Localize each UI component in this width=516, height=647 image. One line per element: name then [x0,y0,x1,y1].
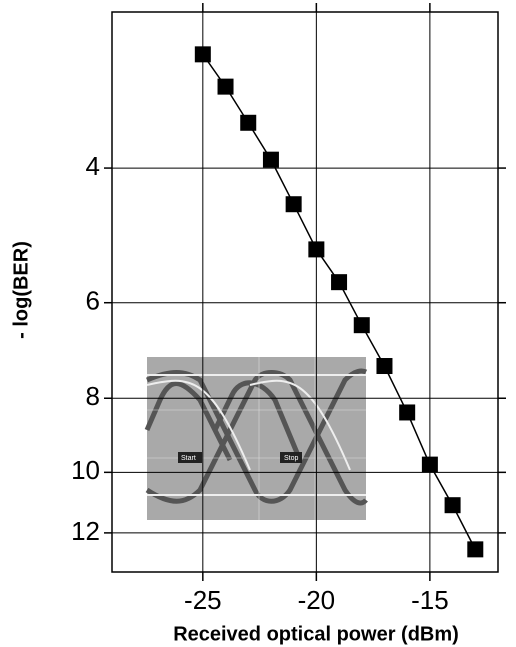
marker [286,196,302,212]
marker [422,457,438,473]
x-axis-title: Received optical power (dBm) [173,623,459,645]
x-tick-label: -15 [411,585,449,615]
marker [308,241,324,257]
y-tick-label: 10 [71,455,100,485]
y-axis-title: - log(BER) [10,241,32,339]
marker [376,358,392,374]
marker [445,497,461,513]
x-tick-label: -25 [184,585,222,615]
y-tick-label: 12 [71,516,100,546]
marker [331,274,347,290]
marker [399,404,415,420]
y-tick-label: 8 [86,381,100,411]
marker [263,152,279,168]
y-tick-label: 6 [86,286,100,316]
marker [467,541,483,557]
inset-eye-diagram: Start Stop [147,357,366,520]
inset-label: Stop [284,455,299,462]
x-tick-label: -20 [298,585,336,615]
chart: Start Stop Received optical power (dBm) … [0,0,516,647]
marker [218,79,234,95]
inset-label: Start [181,455,196,462]
marker [354,317,370,333]
marker [240,115,256,131]
marker [195,46,211,62]
y-tick-label: 4 [86,151,100,181]
